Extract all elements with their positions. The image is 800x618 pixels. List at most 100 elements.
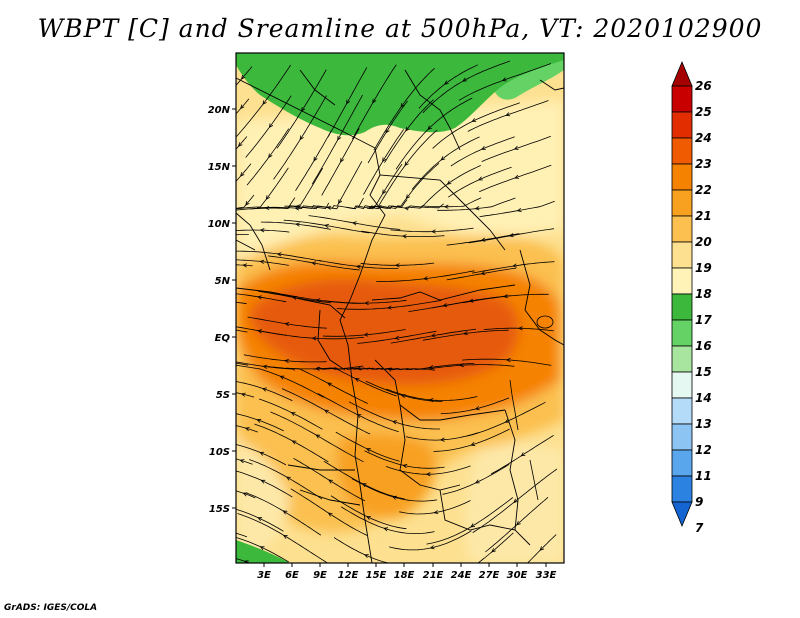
colorbar-top-arrow [671, 60, 693, 87]
lat-label-15s: 15S [209, 504, 230, 515]
colorbar-swatch [671, 267, 693, 295]
streamline [237, 513, 329, 563]
streamline [472, 468, 558, 533]
streamline-arrow [474, 479, 480, 484]
streamline [236, 537, 289, 563]
streamline [247, 316, 327, 329]
colorbar-label: 13 [695, 417, 712, 431]
country-borders [236, 69, 564, 563]
colorbar-label: 21 [695, 209, 712, 223]
streamline [477, 532, 514, 563]
streamline [442, 463, 510, 495]
streamline [389, 530, 472, 551]
streamline [318, 260, 399, 269]
streamline-arrow [372, 98, 377, 104]
colorbar-swatch [671, 423, 693, 451]
streamline-arrow [265, 195, 270, 200]
streamline-arrow [512, 263, 517, 268]
streamline [395, 97, 473, 170]
streamline [368, 162, 440, 210]
streamline-arrow [361, 483, 367, 488]
streamline-arrow [315, 298, 321, 303]
streamline-arrow [471, 118, 477, 122]
streamline-arrow [505, 112, 511, 117]
streamline [270, 411, 364, 463]
streamline-arrow [439, 437, 445, 442]
streamline-arrow [470, 523, 476, 528]
field-pale-southeast [464, 444, 564, 563]
streamline-arrow [351, 221, 357, 226]
streamline [357, 330, 437, 344]
streamline-arrow [313, 156, 318, 162]
colorbar-label: 15 [695, 365, 712, 379]
streamline-arrow [240, 104, 245, 110]
streamline [236, 413, 284, 432]
streamline-arrow [504, 418, 510, 423]
streamline-arrow [480, 271, 486, 276]
lat-label-10s: 10S [209, 447, 230, 458]
credit-text: GrADS: IGES/COLA [4, 603, 98, 613]
streamline-arrow [404, 161, 409, 167]
streamline-arrow [262, 364, 268, 369]
colorbar-swatch [671, 371, 693, 399]
streamline [316, 367, 397, 397]
lon-label-30e: 30E [507, 570, 528, 581]
streamline-arrow [257, 329, 263, 334]
streamline-arrow [243, 560, 249, 563]
streamline [236, 392, 255, 398]
streamline [236, 532, 248, 538]
streamline-arrow [276, 252, 282, 257]
streamline-arrow [279, 375, 285, 380]
lat-label-eq: EQ [215, 333, 231, 344]
streamline-arrow [382, 189, 387, 195]
streamline-arrow [394, 335, 400, 340]
lon-label-12e: 12E [338, 570, 359, 581]
streamline-arrow [503, 294, 508, 299]
streamline-arrow [290, 412, 296, 416]
streamline-arrow [299, 135, 304, 141]
streamline-arrow [355, 264, 361, 269]
streamline-arrow [311, 336, 317, 341]
field-cream-north [236, 100, 564, 260]
streamline [273, 95, 327, 180]
streamline-arrow [245, 201, 250, 206]
streamline [236, 458, 253, 465]
streamline-arrow [365, 448, 371, 453]
colorbar-label: 23 [695, 157, 712, 171]
streamline [267, 255, 360, 271]
streamline-arrow [517, 326, 523, 331]
streamline-arrow [259, 259, 265, 264]
streamline [426, 497, 514, 545]
streamline [399, 500, 471, 515]
streamline-arrow [328, 479, 333, 484]
streamline-arrow [405, 194, 411, 200]
streamline [281, 388, 371, 435]
streamline-arrow [443, 80, 449, 85]
streamline [236, 293, 287, 303]
streamline-arrow [346, 99, 351, 105]
streamline-arrow [516, 520, 521, 526]
streamline-arrow [520, 452, 526, 457]
colorbar-label: 12 [695, 443, 712, 457]
colorbar-bottom-arrow [671, 501, 693, 528]
lon-label-33e: 33E [536, 570, 557, 581]
colorbar: 26 25 24 23 22 21 20 19 18 17 16 15 14 13 12 11 9 7 [671, 60, 712, 535]
streamline-arrow [301, 106, 306, 112]
streamline [365, 380, 443, 402]
streamline [327, 67, 368, 138]
streamline [446, 233, 520, 246]
map-frame [235, 52, 565, 564]
streamline-arrow [282, 510, 288, 515]
streamline [245, 492, 322, 536]
streamline [376, 270, 475, 282]
lon-label-3e: 3E [257, 570, 271, 581]
streamline-arrow [239, 172, 245, 177]
streamline-arrow [505, 357, 511, 363]
streamline-arrow [327, 512, 333, 517]
colorbar-swatch [671, 189, 693, 217]
streamline [352, 64, 397, 140]
streamline-arrow [401, 234, 407, 239]
lat-label-5n: 5N [215, 276, 231, 287]
colorbar-swatch [671, 397, 693, 425]
